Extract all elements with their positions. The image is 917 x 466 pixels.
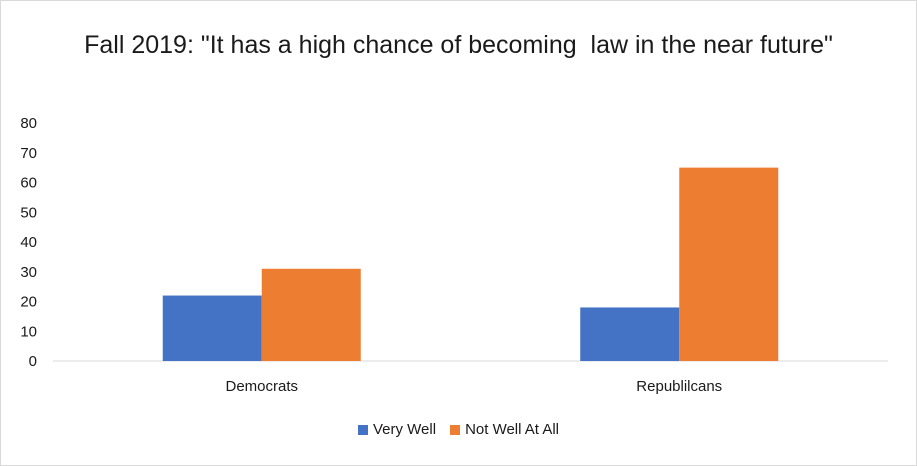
- chart-title: Fall 2019: "It has a high chance of beco…: [84, 31, 833, 59]
- bar-very-well-democrats: [162, 295, 262, 361]
- y-tick-label: 70: [20, 145, 37, 162]
- y-tick-label: 30: [20, 264, 37, 281]
- legend-swatch: [357, 424, 368, 435]
- legend: Very Well Not Well At All: [1, 421, 916, 438]
- x-category-label: Democrats: [225, 378, 298, 395]
- y-tick-label: 20: [20, 294, 37, 311]
- x-axis-categories: Democrats Republilcans: [225, 378, 722, 395]
- bar-not-well-at-all-republilcans: [679, 167, 779, 361]
- legend-swatch: [450, 424, 461, 435]
- y-tick-label: 10: [20, 323, 37, 340]
- legend-item: Very Well: [357, 421, 437, 438]
- y-tick-label: 40: [20, 234, 37, 251]
- y-tick-label: 60: [20, 175, 37, 192]
- legend-label: Not Well At All: [465, 421, 559, 438]
- x-category-label: Republilcans: [636, 378, 722, 395]
- y-axis-ticks: 0 10 20 30 40 50 60 70 80: [20, 115, 37, 370]
- legend-item: Not Well At All: [450, 421, 559, 438]
- legend-label: Very Well: [372, 421, 437, 438]
- bar-not-well-at-all-democrats: [261, 268, 361, 361]
- bar-very-well-republilcans: [580, 307, 680, 361]
- y-tick-label: 0: [29, 353, 37, 370]
- bars: [162, 167, 779, 361]
- y-tick-label: 50: [20, 204, 37, 221]
- y-tick-label: 80: [20, 115, 37, 132]
